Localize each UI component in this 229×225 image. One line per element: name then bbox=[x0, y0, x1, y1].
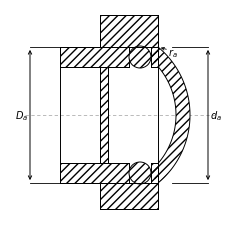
Text: $d_a$: $d_a$ bbox=[209, 109, 221, 122]
Polygon shape bbox=[100, 183, 157, 209]
Polygon shape bbox=[60, 48, 128, 68]
Polygon shape bbox=[148, 48, 189, 183]
Polygon shape bbox=[100, 68, 108, 163]
Polygon shape bbox=[150, 48, 157, 68]
Circle shape bbox=[128, 162, 150, 184]
Circle shape bbox=[128, 47, 150, 69]
Polygon shape bbox=[60, 163, 128, 183]
Polygon shape bbox=[150, 163, 157, 183]
Text: $D_a$: $D_a$ bbox=[15, 109, 28, 122]
Polygon shape bbox=[100, 16, 157, 48]
Text: $r_a$: $r_a$ bbox=[167, 47, 177, 60]
